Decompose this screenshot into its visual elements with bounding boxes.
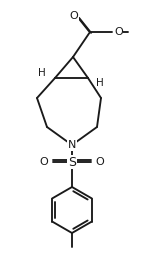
Text: H: H	[96, 78, 104, 88]
Text: S: S	[68, 155, 76, 169]
Text: O: O	[96, 157, 104, 167]
Text: O: O	[70, 11, 78, 21]
Text: H: H	[38, 68, 46, 78]
Text: O: O	[114, 27, 123, 37]
Text: O: O	[40, 157, 48, 167]
Text: N: N	[68, 140, 76, 150]
